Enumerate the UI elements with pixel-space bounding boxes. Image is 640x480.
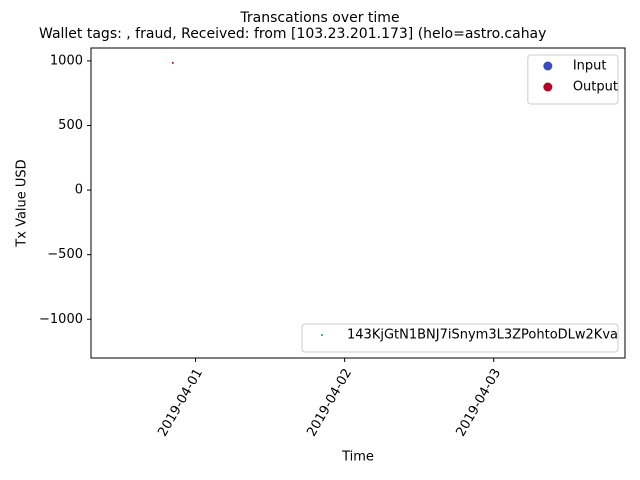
y-tick-label: −1000 bbox=[39, 312, 83, 327]
x-tick-label: 2019-04-03 bbox=[453, 366, 504, 439]
legend-box bbox=[301, 323, 619, 353]
x-tick-label: 2019-04-01 bbox=[155, 366, 206, 439]
legend-marker bbox=[321, 334, 324, 336]
legend-marker bbox=[543, 82, 553, 92]
y-tick-label: 500 bbox=[58, 118, 83, 133]
chart-title: Wallet tags: , fraud, Received: from [10… bbox=[39, 26, 546, 42]
legend-label: Input bbox=[573, 59, 607, 74]
legend-label: 143KjGtN1BNJ7iSnym3L3ZPohtoDLw2Kva bbox=[347, 328, 618, 343]
plot-frame bbox=[90, 47, 626, 359]
legend-label: Output bbox=[573, 80, 618, 95]
legend-marker bbox=[543, 61, 553, 71]
x-axis-label: Time bbox=[341, 450, 374, 465]
y-axis-label: Tx Value USD bbox=[15, 159, 30, 247]
y-tick-label: −500 bbox=[47, 247, 83, 262]
y-tick-label: 0 bbox=[75, 183, 83, 198]
y-tick-label: 1000 bbox=[50, 53, 83, 68]
suptitle: Transcations over time bbox=[239, 10, 399, 26]
x-tick-label: 2019-04-02 bbox=[304, 366, 355, 439]
point bbox=[171, 61, 174, 64]
